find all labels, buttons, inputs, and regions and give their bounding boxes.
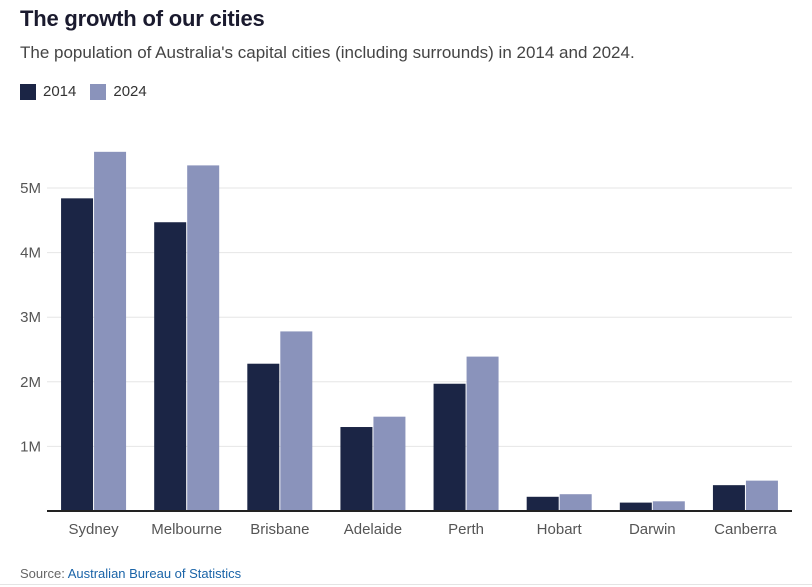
bar-darwin-2024[interactable] (652, 501, 685, 511)
bar-adelaide-2024[interactable] (373, 416, 406, 511)
bar-melbourne-2014[interactable] (154, 222, 187, 511)
bar-canberra-2014[interactable] (712, 485, 745, 511)
bar-brisbane-2024[interactable] (280, 331, 313, 511)
y-tick-label: 4M (20, 245, 41, 262)
bar-perth-2024[interactable] (466, 356, 499, 511)
bar-adelaide-2014[interactable] (340, 427, 373, 511)
source-link[interactable]: Australian Bureau of Statistics (67, 566, 242, 581)
bar-brisbane-2014[interactable] (247, 363, 280, 511)
bar-melbourne-2024[interactable] (187, 165, 220, 511)
source-note: Source: Australian Bureau of Statistics (20, 566, 241, 581)
bar-darwin-2014[interactable] (619, 502, 652, 511)
x-tick-label: Brisbane (250, 521, 309, 538)
legend-item-2024: 2024 (90, 83, 147, 100)
bar-perth-2014[interactable] (433, 383, 466, 511)
x-tick-label: Hobart (537, 521, 583, 538)
x-tick-label: Sydney (69, 521, 120, 538)
x-tick-label: Adelaide (344, 521, 402, 538)
legend-swatch-2024 (90, 83, 107, 100)
legend-label-2024: 2024 (113, 83, 147, 100)
bar-canberra-2024[interactable] (745, 480, 778, 511)
bar-sydney-2024[interactable] (94, 151, 127, 511)
chart-title: The growth of our cities (20, 6, 265, 31)
x-tick-label: Canberra (714, 521, 777, 538)
bar-sydney-2014[interactable] (61, 198, 94, 511)
legend-label-2014: 2014 (43, 83, 77, 100)
x-tick-label: Perth (448, 521, 484, 538)
chart-subtitle: The population of Australia's capital ci… (20, 43, 635, 62)
y-tick-label: 5M (20, 180, 41, 197)
bar-hobart-2014[interactable] (526, 496, 559, 511)
y-tick-label: 1M (20, 438, 41, 455)
y-tick-label: 3M (20, 309, 41, 326)
source-prefix: Source: (20, 566, 65, 581)
y-tick-label: 2M (20, 374, 41, 391)
legend-item-2014: 2014 (20, 83, 76, 100)
x-tick-label: Melbourne (151, 521, 222, 538)
bar-hobart-2024[interactable] (559, 494, 592, 511)
bottom-divider (0, 584, 812, 585)
legend-swatch-2014 (20, 83, 36, 100)
x-tick-label: Darwin (629, 521, 676, 538)
legend: 2014 2024 (20, 83, 161, 100)
